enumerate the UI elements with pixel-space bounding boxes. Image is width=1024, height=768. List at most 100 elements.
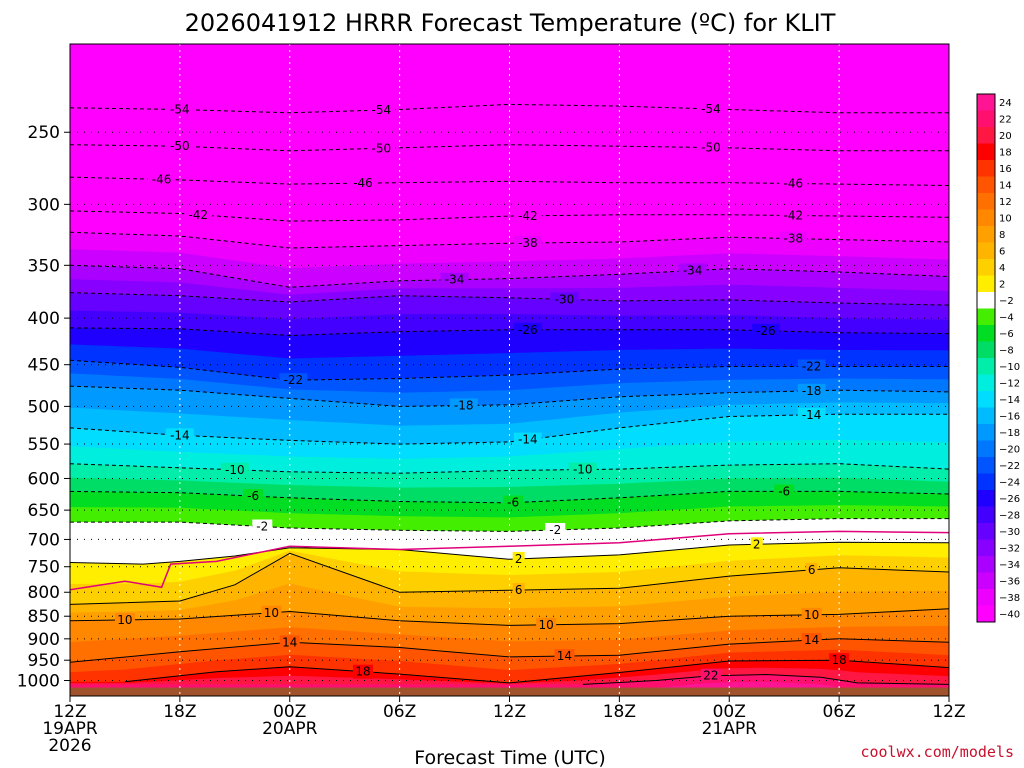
y-tick-label: 350 [28, 256, 60, 276]
isotherm-label-bg [568, 462, 597, 477]
isotherm-label: 14 [557, 649, 572, 663]
x-tick-label: 21APR [702, 719, 758, 739]
isotherm-label: 10 [804, 608, 819, 622]
x-tick-label: 12Z [53, 702, 86, 722]
legend-swatch [977, 242, 995, 259]
isotherm-label: 2 [515, 552, 523, 566]
legend-swatch [977, 275, 995, 292]
legend-label: −36 [999, 577, 1020, 588]
isotherm-label: -6 [507, 496, 519, 510]
x-tick-label: 2026 [48, 736, 91, 756]
isotherm-label-bg [147, 172, 176, 187]
x-tick-label: 12Z [493, 702, 526, 722]
isotherm-label: -54 [372, 103, 392, 117]
legend-label: −2 [999, 296, 1014, 307]
legend-label: −18 [999, 428, 1020, 439]
legend-swatch [977, 127, 995, 144]
isotherm-label-bg [449, 398, 478, 413]
legend-swatch [977, 490, 995, 507]
legend-swatch [977, 292, 995, 309]
isotherm-label-bg [114, 612, 135, 627]
x-axis-label: Forecast Time (UTC) [414, 747, 605, 768]
isotherm--22: -22 -22 [70, 359, 949, 388]
isotherm-label-bg [805, 562, 818, 577]
isotherm-label: -2 [256, 520, 268, 534]
legend-swatch [977, 424, 995, 441]
isotherm-label: -22 [284, 373, 304, 387]
x-tick-label: 18Z [163, 702, 196, 722]
x-tick-label: 18Z [603, 702, 636, 722]
legend-swatch [977, 94, 995, 111]
isotherm-label-bg [554, 649, 575, 664]
legend-label: −6 [999, 329, 1014, 340]
isotherm-label-bg [165, 428, 194, 443]
isotherm-6: 66 [70, 552, 949, 605]
legend-swatch [977, 160, 995, 177]
legend-label: −32 [999, 544, 1020, 555]
isotherm--54: -54 -54 -54 [70, 101, 949, 118]
isotherm-label-bg [349, 176, 377, 191]
legend-label: −16 [999, 412, 1020, 423]
y-tick-label: 500 [28, 397, 60, 417]
x-tick-label: 20APR [262, 719, 318, 739]
isotherm-label: -30 [555, 292, 575, 306]
legend-swatch [977, 440, 995, 457]
legend-label: −10 [999, 362, 1020, 373]
isotherm-label-bg [252, 519, 273, 534]
legend-swatch [977, 308, 995, 325]
legend-label: 16 [999, 164, 1012, 175]
isotherm-label-bg [779, 208, 808, 223]
isotherm-label-bg [797, 359, 826, 374]
isotherm-label: -2 [549, 523, 561, 537]
legend-label: 6 [999, 247, 1005, 258]
legend-swatch [977, 325, 995, 342]
isotherm-label: -22 [802, 359, 822, 373]
legend-swatch [977, 209, 995, 226]
isotherm-label-bg [550, 292, 579, 307]
isotherm-label-bg [513, 432, 542, 447]
isotherm--30: -30 [70, 292, 949, 307]
isotherm-label-bg [513, 208, 542, 223]
legend-label: −14 [999, 395, 1020, 406]
y-tick-label: 950 [28, 651, 60, 671]
isotherm--2: -2 -2 [70, 518, 949, 538]
x-tick-label: 00Z [273, 702, 306, 722]
legend-label: 2 [999, 280, 1005, 291]
isotherm-label-bg [700, 668, 721, 683]
legend-label: 24 [999, 98, 1012, 109]
isotherm-label-bg [220, 462, 249, 477]
isotherm-label-bg [774, 484, 795, 499]
isotherm-label-bg [184, 207, 213, 222]
legend-swatch [977, 589, 995, 606]
isotherm-label: -42 [518, 209, 538, 223]
isotherm-line [70, 359, 949, 381]
legend-label: −34 [999, 560, 1020, 571]
isotherm-label: -50 [701, 141, 721, 155]
legend-label: 18 [999, 148, 1012, 159]
legend-label: −4 [999, 313, 1014, 324]
isotherm--18: -18 -18 [70, 383, 949, 413]
legend-label: −30 [999, 527, 1020, 538]
legend-label: 14 [999, 181, 1012, 192]
legend-swatch [977, 110, 995, 127]
legend-label: 22 [999, 115, 1012, 126]
isotherm-label: -14 [170, 428, 190, 442]
isotherm-label: 6 [808, 563, 816, 577]
isotherm-line [582, 673, 949, 685]
isotherm-label: 10 [117, 613, 132, 627]
pressure-axis: 250 300 350 400 450 500 550 600 650 700 750 800 850 9… [17, 123, 70, 691]
isotherm-label: -50 [170, 139, 190, 153]
chart-title: 2026041912 HRRR Forecast Temperature (ºC… [185, 9, 836, 37]
x-tick-label: 06Z [822, 702, 855, 722]
isotherm-label-bg [797, 383, 826, 398]
isotherm-label-bg [512, 583, 525, 598]
isotherm-10: 10 10 10 10 [70, 605, 949, 632]
isotherm-label: -26 [518, 323, 538, 337]
legend-swatch [977, 259, 995, 276]
legend-swatch [977, 374, 995, 391]
isotherm-label: -46 [353, 176, 373, 190]
isotherm--10: -10 -10 [70, 462, 949, 477]
legend-swatch [977, 143, 995, 160]
legend-swatch [977, 226, 995, 243]
